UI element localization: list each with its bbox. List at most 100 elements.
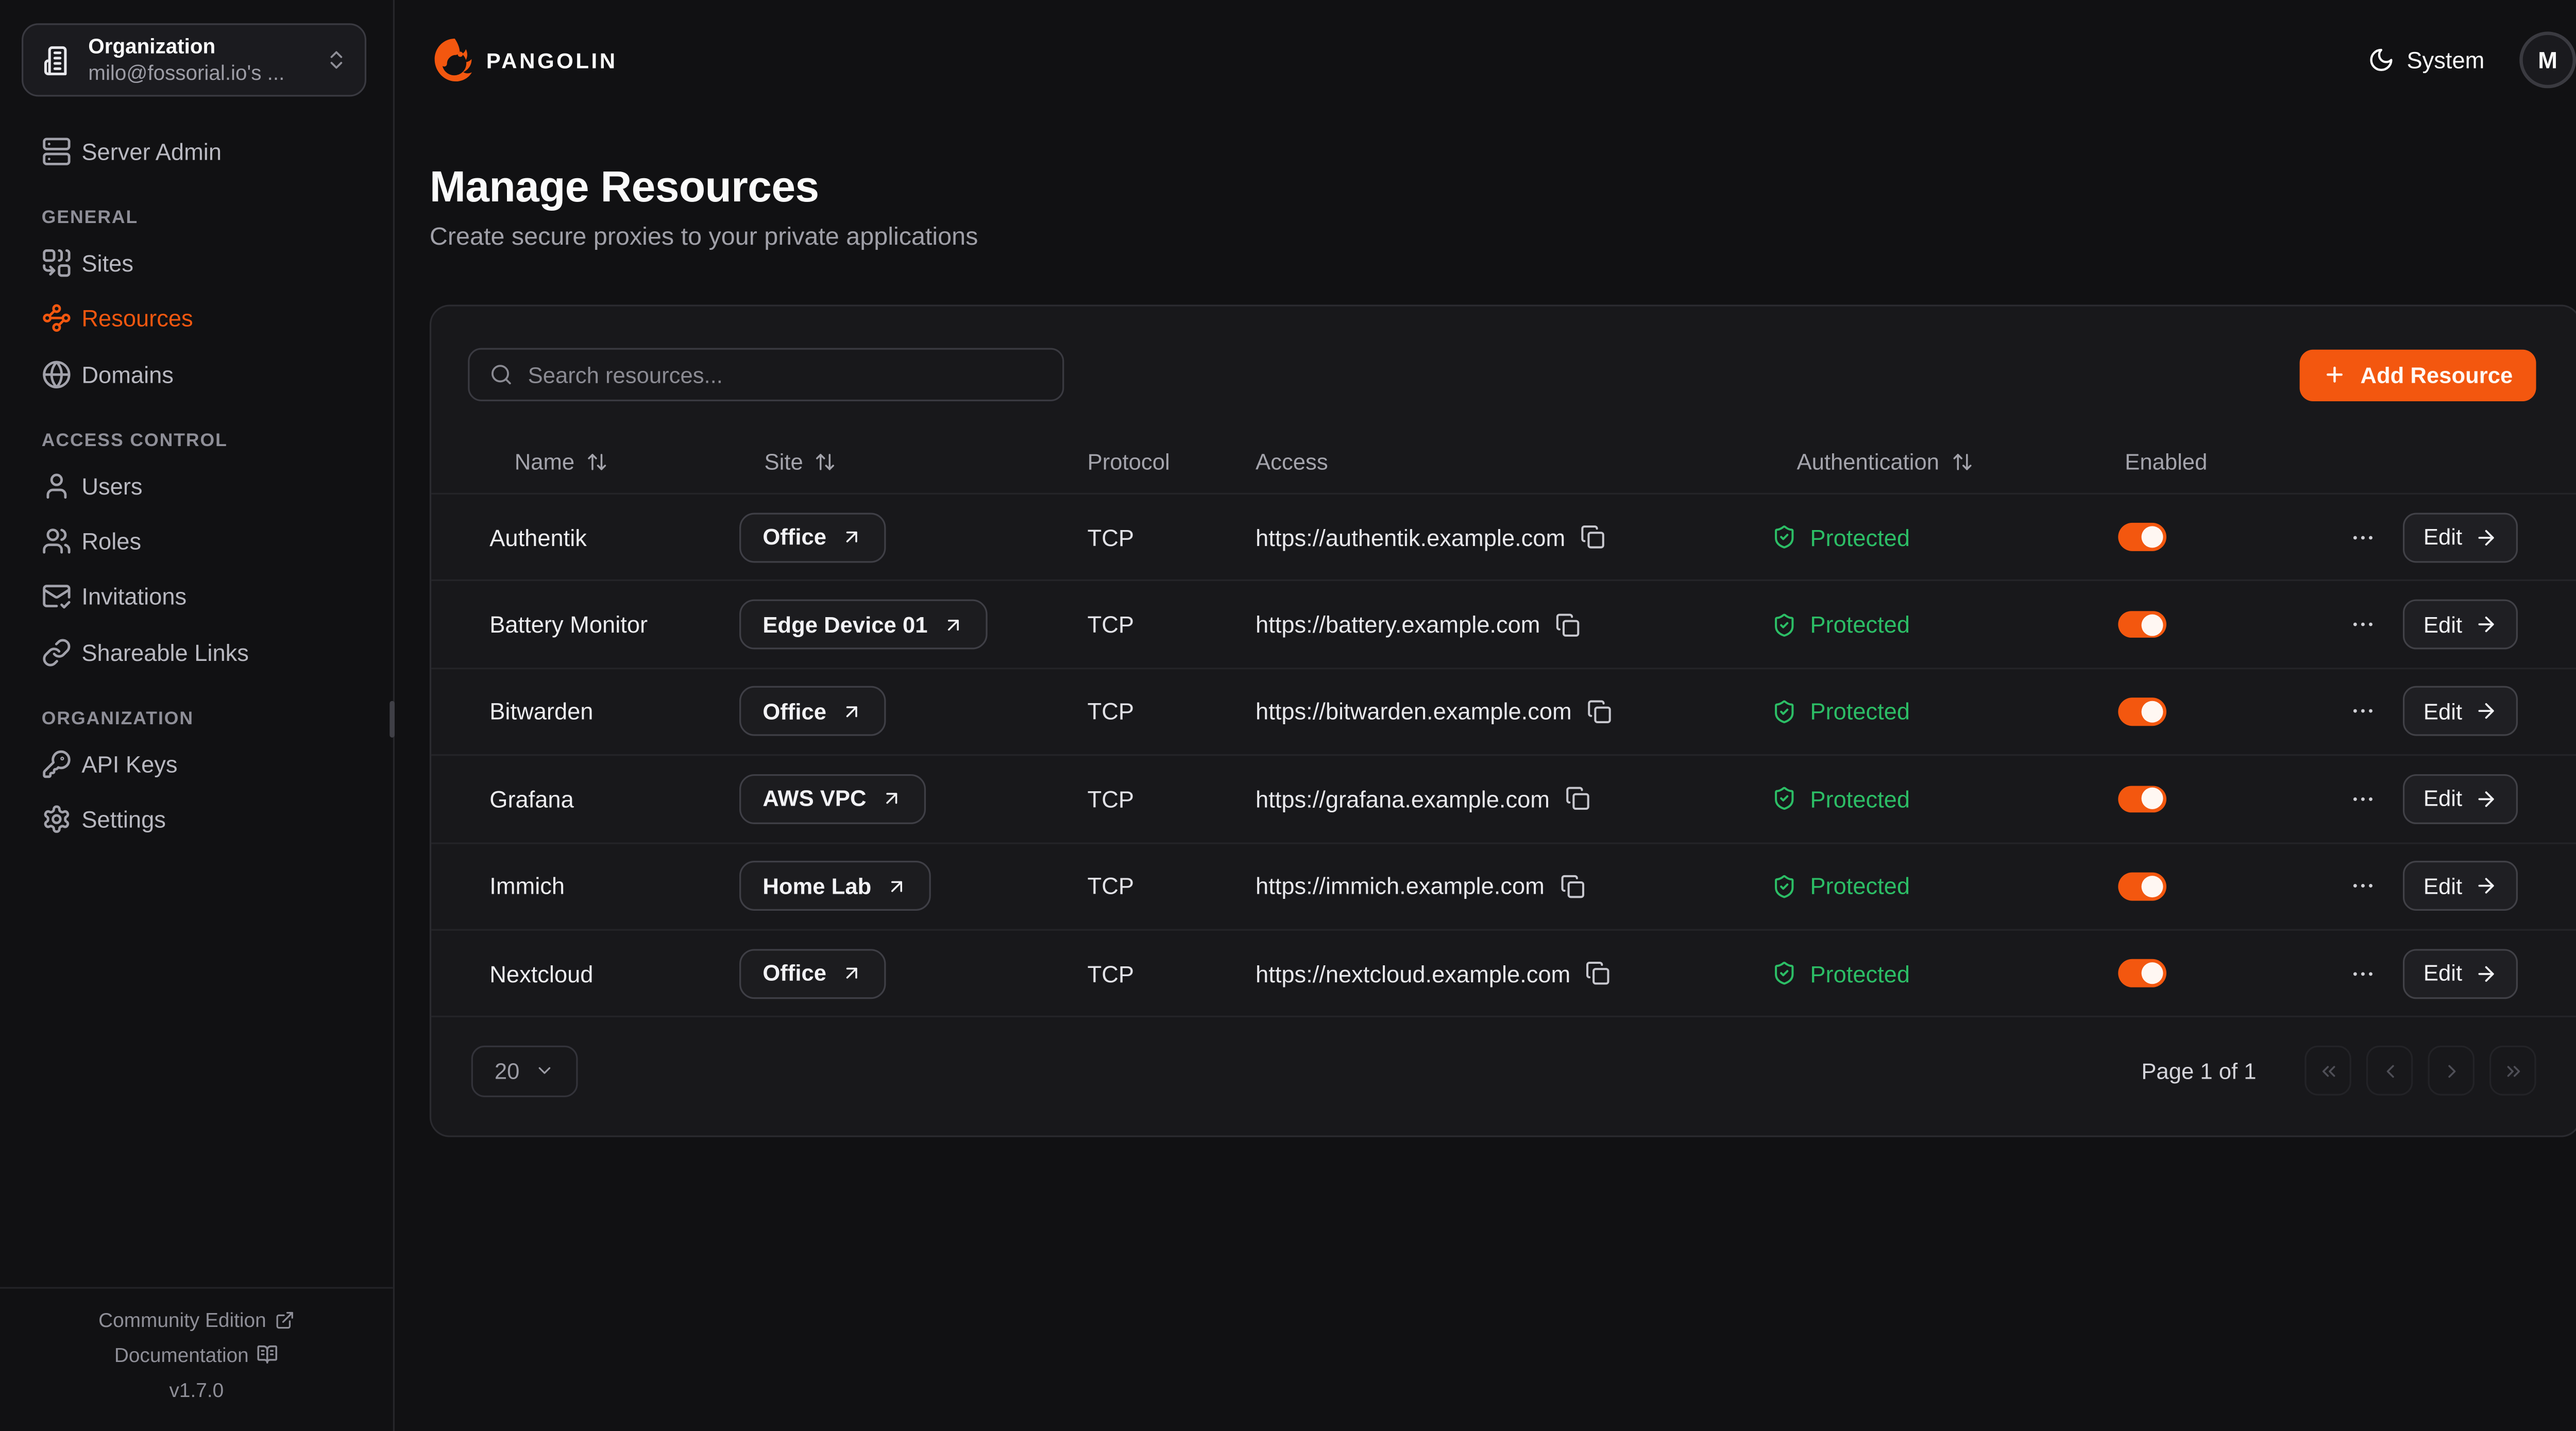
- sidebar-item-domains[interactable]: Domains: [0, 346, 393, 402]
- protocol-value: TCP: [1087, 873, 1134, 900]
- chevron-right-icon: [2447, 1065, 2455, 1078]
- table-header: Name Site Protocol Access Authentication…: [431, 431, 2576, 495]
- copy-icon: [1556, 613, 1580, 636]
- documentation-link[interactable]: Documentation: [114, 1343, 279, 1366]
- column-header-site[interactable]: Site: [739, 450, 1088, 474]
- sidebar-item-invitations[interactable]: Invitations: [0, 569, 393, 625]
- search-box: [468, 348, 1064, 401]
- row-menu-button[interactable]: [2346, 608, 2380, 641]
- row-menu-button[interactable]: [2346, 957, 2380, 990]
- enabled-toggle[interactable]: [2118, 697, 2167, 726]
- org-selector[interactable]: Organization milo@fossorial.io's ...: [22, 23, 367, 97]
- copy-url-button[interactable]: [1560, 874, 1584, 898]
- row-menu-button[interactable]: [2346, 782, 2380, 816]
- globe-icon: [43, 360, 71, 388]
- sidebar-item-shareable-links[interactable]: Shareable Links: [0, 624, 393, 680]
- sidebar-item-users[interactable]: Users: [0, 458, 393, 514]
- brand-logo: PANGOLIN: [430, 36, 618, 84]
- arrow-right-icon: [2478, 529, 2494, 546]
- copy-url-button[interactable]: [1555, 612, 1580, 637]
- enabled-toggle[interactable]: [2118, 785, 2167, 813]
- org-value: milo@fossorial.io's ...: [88, 60, 285, 84]
- shield-check-icon: [1775, 875, 1794, 898]
- row-menu-button[interactable]: [2346, 521, 2380, 554]
- column-header-name[interactable]: Name: [489, 450, 739, 474]
- row-menu-button[interactable]: [2346, 870, 2380, 903]
- page-size-select[interactable]: 20: [471, 1045, 578, 1097]
- column-header-access: Access: [1256, 449, 1328, 475]
- site-link-button[interactable]: AWS VPC: [739, 774, 926, 824]
- last-page-button[interactable]: [2489, 1046, 2536, 1096]
- copy-icon: [1587, 700, 1611, 723]
- table-row: Authentik Office TCP https://authentik.e…: [431, 495, 2576, 582]
- ellipsis-icon: [2353, 797, 2372, 801]
- copy-icon: [1560, 875, 1584, 898]
- column-header-authentication[interactable]: Authentication: [1772, 450, 2118, 474]
- ellipsis-icon: [2353, 884, 2372, 888]
- chevrons-left-icon: [2321, 1065, 2334, 1077]
- chevron-down-icon: [538, 1067, 551, 1075]
- search-input[interactable]: [528, 362, 1043, 387]
- site-link-button[interactable]: Edge Device 01: [739, 599, 988, 650]
- enabled-toggle[interactable]: [2118, 872, 2167, 900]
- site-link-button[interactable]: Office: [739, 512, 887, 563]
- book-open-icon: [258, 1345, 278, 1364]
- protocol-value: TCP: [1087, 524, 1134, 551]
- site-link-button[interactable]: Office: [739, 948, 887, 999]
- edit-button[interactable]: Edit: [2402, 861, 2518, 911]
- arrow-up-right-icon: [891, 880, 903, 892]
- copy-url-button[interactable]: [1587, 699, 1612, 724]
- site-link-button[interactable]: Home Lab: [739, 861, 931, 911]
- mail-check-icon: [43, 585, 71, 609]
- sidebar-scrollbar[interactable]: [389, 701, 395, 738]
- access-url: https://grafana.example.com: [1256, 786, 1550, 812]
- topbar: PANGOLIN System M: [430, 0, 2576, 120]
- chevron-left-icon: [2386, 1065, 2394, 1078]
- add-resource-button[interactable]: Add Resource: [2300, 349, 2536, 401]
- enabled-toggle[interactable]: [2118, 959, 2167, 987]
- edit-button[interactable]: Edit: [2402, 599, 2518, 650]
- arrow-up-right-icon: [846, 968, 858, 979]
- sidebar: Organization milo@fossorial.io's ... Ser…: [0, 0, 395, 1431]
- enabled-toggle[interactable]: [2118, 610, 2167, 638]
- edit-button[interactable]: Edit: [2402, 687, 2518, 737]
- first-page-button[interactable]: [2304, 1046, 2351, 1096]
- sidebar-item-server-admin[interactable]: Server Admin: [0, 123, 393, 179]
- copy-icon: [1566, 787, 1589, 811]
- ellipsis-icon: [2353, 972, 2372, 976]
- community-edition-link[interactable]: Community Edition: [98, 1308, 294, 1331]
- page-status: Page 1 of 1: [2141, 1059, 2257, 1084]
- sidebar-item-api-keys[interactable]: API Keys: [0, 737, 393, 792]
- access-url: https://battery.example.com: [1256, 611, 1540, 638]
- sidebar-nav: Server Admin GENERAL Sites Resources Dom…: [0, 96, 393, 847]
- edit-button[interactable]: Edit: [2402, 512, 2518, 563]
- search-icon: [492, 365, 511, 385]
- previous-page-button[interactable]: [2366, 1046, 2413, 1096]
- access-url: https://immich.example.com: [1256, 873, 1545, 900]
- next-page-button[interactable]: [2428, 1046, 2475, 1096]
- edit-button[interactable]: Edit: [2402, 948, 2518, 999]
- combine-icon: [43, 249, 71, 277]
- nav-heading-general: GENERAL: [41, 208, 139, 229]
- sidebar-item-settings[interactable]: Settings: [0, 792, 393, 847]
- site-link-button[interactable]: Office: [739, 687, 887, 737]
- copy-url-button[interactable]: [1580, 525, 1605, 550]
- copy-url-button[interactable]: [1585, 961, 1610, 985]
- row-menu-button[interactable]: [2346, 695, 2380, 728]
- user-avatar[interactable]: M: [2519, 31, 2576, 89]
- sidebar-item-roles[interactable]: Roles: [0, 514, 393, 569]
- sidebar-item-sites[interactable]: Sites: [0, 235, 393, 291]
- theme-toggle-button[interactable]: System: [2368, 46, 2484, 73]
- edit-button[interactable]: Edit: [2402, 774, 2518, 824]
- enabled-toggle[interactable]: [2118, 523, 2167, 551]
- users-icon: [43, 529, 71, 554]
- copy-url-button[interactable]: [1565, 787, 1589, 811]
- arrow-right-icon: [2478, 878, 2494, 894]
- shield-check-icon: [1775, 787, 1794, 811]
- sidebar-item-resources[interactable]: Resources: [0, 291, 393, 346]
- arrow-up-right-icon: [846, 532, 858, 543]
- access-url: https://bitwarden.example.com: [1256, 698, 1572, 725]
- sort-icon: [816, 454, 835, 470]
- protocol-value: TCP: [1087, 960, 1134, 987]
- arrow-up-right-icon: [846, 706, 858, 718]
